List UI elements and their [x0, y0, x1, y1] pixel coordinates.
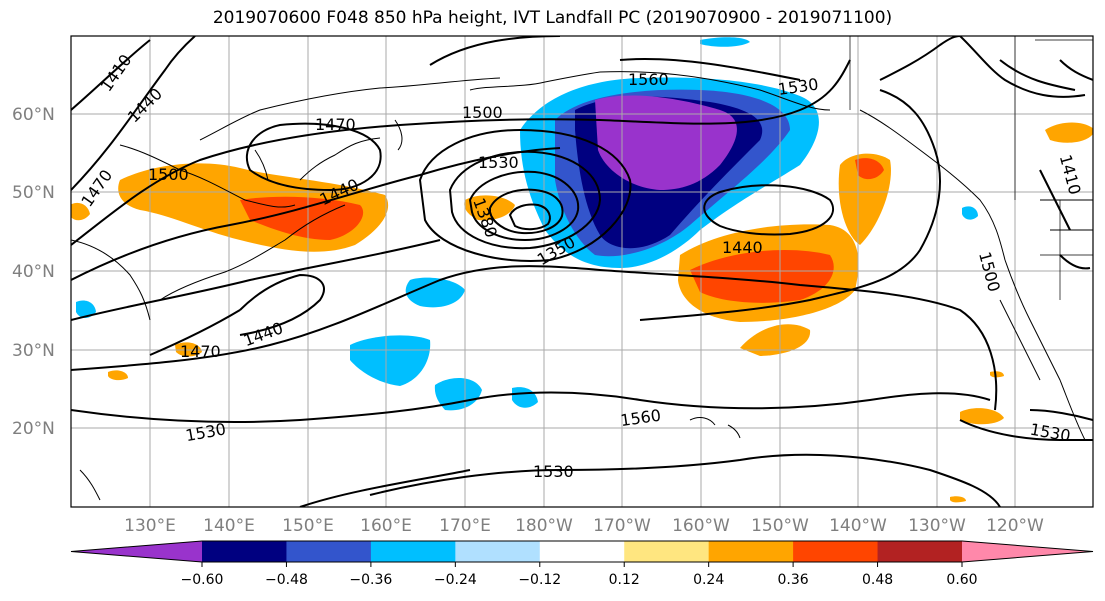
colorbar-segment	[877, 541, 963, 562]
colorbar-extension-low	[71, 541, 202, 562]
colorbar-segment	[286, 541, 372, 562]
lat-label: 20°N	[12, 419, 55, 439]
colorbar-segment	[793, 541, 879, 562]
map-frame	[70, 35, 1094, 508]
colorbar-tick-label: −0.36	[349, 572, 392, 588]
lon-label: 160°E	[360, 516, 412, 536]
lon-label: 160°W	[672, 516, 730, 536]
lon-label: 140°W	[829, 516, 887, 536]
colorbar-tick-label: 0.24	[693, 572, 724, 588]
colorbar-segment	[624, 541, 710, 562]
colorbar-segment	[539, 541, 625, 562]
lat-label: 30°N	[12, 341, 55, 361]
coastlines	[71, 71, 1093, 501]
colorbar-tick-label: 0.60	[946, 572, 977, 588]
lat-label: 60°N	[12, 105, 55, 125]
lon-label: 140°E	[203, 516, 255, 536]
svg-text:1500: 1500	[462, 103, 503, 122]
latitude-labels: 60°N 50°N 40°N 30°N 20°N	[12, 105, 55, 439]
map-title: 2019070600 F048 850 hPa height, IVT Land…	[212, 8, 893, 28]
lon-label: 170°W	[593, 516, 651, 536]
svg-text:1500: 1500	[148, 165, 189, 184]
map-panel: 1410 1440 1470 1500 1530 1560 1350 1380 …	[71, 36, 1093, 507]
colorbar-tick-label: 0.48	[862, 572, 893, 588]
svg-text:1470: 1470	[180, 342, 221, 361]
svg-text:1440: 1440	[722, 238, 763, 257]
positive-anomaly-shading	[71, 122, 1093, 503]
colorbar-segment	[708, 541, 794, 562]
colorbar: −0.60 −0.48 −0.36 −0.24 −0.12 0.12 0.24 0.36 0.4…	[70, 540, 1094, 588]
colorbar-segment	[202, 541, 287, 562]
colorbar-tick-label: −0.24	[434, 572, 477, 588]
colorbar-segment	[455, 541, 541, 562]
lon-label: 180°W	[515, 516, 573, 536]
lon-label: 130°W	[908, 516, 966, 536]
lat-label: 50°N	[12, 183, 55, 203]
longitude-labels: 130°E 140°E 150°E 160°E 170°E 180°W 170°…	[124, 516, 1044, 536]
colorbar-tick-label: −0.12	[518, 572, 561, 588]
graticule	[71, 36, 1093, 507]
lon-label: 130°E	[124, 516, 176, 536]
lon-label: 170°E	[439, 516, 491, 536]
lon-label: 150°W	[751, 516, 809, 536]
svg-text:1530: 1530	[478, 153, 519, 172]
colorbar-extension-high	[962, 541, 1093, 562]
colorbar-tick-label: −0.48	[265, 572, 308, 588]
political-boundaries	[849, 36, 1093, 300]
colorbar-tick-label: 0.36	[778, 572, 809, 588]
height-contours	[71, 36, 1093, 507]
colorbar-tick-label: −0.60	[181, 572, 224, 588]
svg-text:1530: 1530	[533, 462, 574, 481]
svg-text:1560: 1560	[628, 70, 669, 89]
lat-label: 40°N	[12, 262, 55, 282]
colorbar-tick-label: 0.12	[609, 572, 640, 588]
lon-label: 150°E	[282, 516, 334, 536]
colorbar-segment	[370, 541, 456, 562]
svg-text:1470: 1470	[315, 115, 356, 134]
lon-label: 120°W	[986, 516, 1044, 536]
